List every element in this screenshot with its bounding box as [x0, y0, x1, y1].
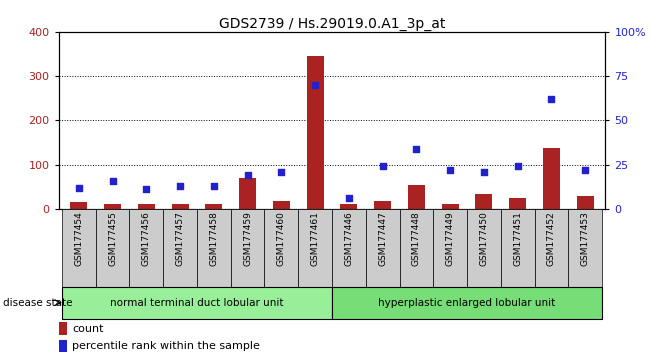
- Text: GSM177447: GSM177447: [378, 211, 387, 266]
- Bar: [307, 56, 324, 209]
- Bar: [96, 209, 130, 287]
- Point: [378, 164, 388, 169]
- Bar: [59, 322, 67, 335]
- Bar: [475, 194, 492, 209]
- Bar: [130, 209, 163, 287]
- Bar: [408, 184, 425, 209]
- Text: GSM177458: GSM177458: [210, 211, 218, 266]
- Bar: [332, 209, 366, 287]
- Bar: [239, 178, 256, 209]
- Title: GDS2739 / Hs.29019.0.A1_3p_at: GDS2739 / Hs.29019.0.A1_3p_at: [219, 17, 445, 31]
- Text: GSM177446: GSM177446: [344, 211, 353, 266]
- Point: [344, 195, 354, 201]
- Point: [107, 178, 118, 183]
- Bar: [332, 287, 602, 319]
- Bar: [62, 287, 332, 319]
- Point: [209, 183, 219, 189]
- Point: [445, 167, 455, 173]
- Bar: [104, 204, 121, 209]
- Text: GSM177450: GSM177450: [479, 211, 488, 266]
- Bar: [59, 340, 67, 352]
- Bar: [374, 201, 391, 209]
- Text: percentile rank within the sample: percentile rank within the sample: [72, 341, 260, 351]
- Bar: [163, 209, 197, 287]
- Text: GSM177457: GSM177457: [176, 211, 185, 266]
- Text: GSM177459: GSM177459: [243, 211, 252, 266]
- Text: GSM177453: GSM177453: [581, 211, 590, 266]
- Point: [512, 164, 523, 169]
- Point: [141, 187, 152, 192]
- Point: [74, 185, 84, 190]
- Bar: [467, 209, 501, 287]
- Point: [175, 183, 186, 189]
- Bar: [273, 201, 290, 209]
- Text: GSM177461: GSM177461: [311, 211, 320, 266]
- Text: GSM177449: GSM177449: [446, 211, 454, 266]
- Text: GSM177448: GSM177448: [412, 211, 421, 266]
- Text: GSM177455: GSM177455: [108, 211, 117, 266]
- Bar: [264, 209, 298, 287]
- Bar: [568, 209, 602, 287]
- Text: count: count: [72, 324, 104, 333]
- Point: [242, 172, 253, 178]
- Point: [580, 167, 590, 173]
- Point: [310, 82, 320, 88]
- Bar: [62, 209, 96, 287]
- Bar: [442, 204, 458, 209]
- Bar: [534, 209, 568, 287]
- Text: GSM177451: GSM177451: [513, 211, 522, 266]
- Point: [546, 96, 557, 102]
- Text: GSM177460: GSM177460: [277, 211, 286, 266]
- Bar: [577, 195, 594, 209]
- Point: [276, 169, 286, 175]
- Text: normal terminal duct lobular unit: normal terminal duct lobular unit: [110, 298, 284, 308]
- Bar: [509, 198, 526, 209]
- Point: [411, 146, 422, 152]
- Bar: [70, 202, 87, 209]
- Bar: [206, 205, 222, 209]
- Text: GSM177454: GSM177454: [74, 211, 83, 266]
- Bar: [366, 209, 400, 287]
- Text: GSM177452: GSM177452: [547, 211, 556, 266]
- Bar: [434, 209, 467, 287]
- Bar: [172, 204, 189, 209]
- Bar: [400, 209, 434, 287]
- Bar: [138, 205, 155, 209]
- Point: [478, 169, 489, 175]
- Bar: [543, 148, 560, 209]
- Bar: [298, 209, 332, 287]
- Bar: [340, 204, 357, 209]
- Text: GSM177456: GSM177456: [142, 211, 151, 266]
- Bar: [501, 209, 534, 287]
- Text: disease state: disease state: [3, 298, 73, 308]
- Bar: [197, 209, 230, 287]
- Bar: [230, 209, 264, 287]
- Text: hyperplastic enlarged lobular unit: hyperplastic enlarged lobular unit: [378, 298, 556, 308]
